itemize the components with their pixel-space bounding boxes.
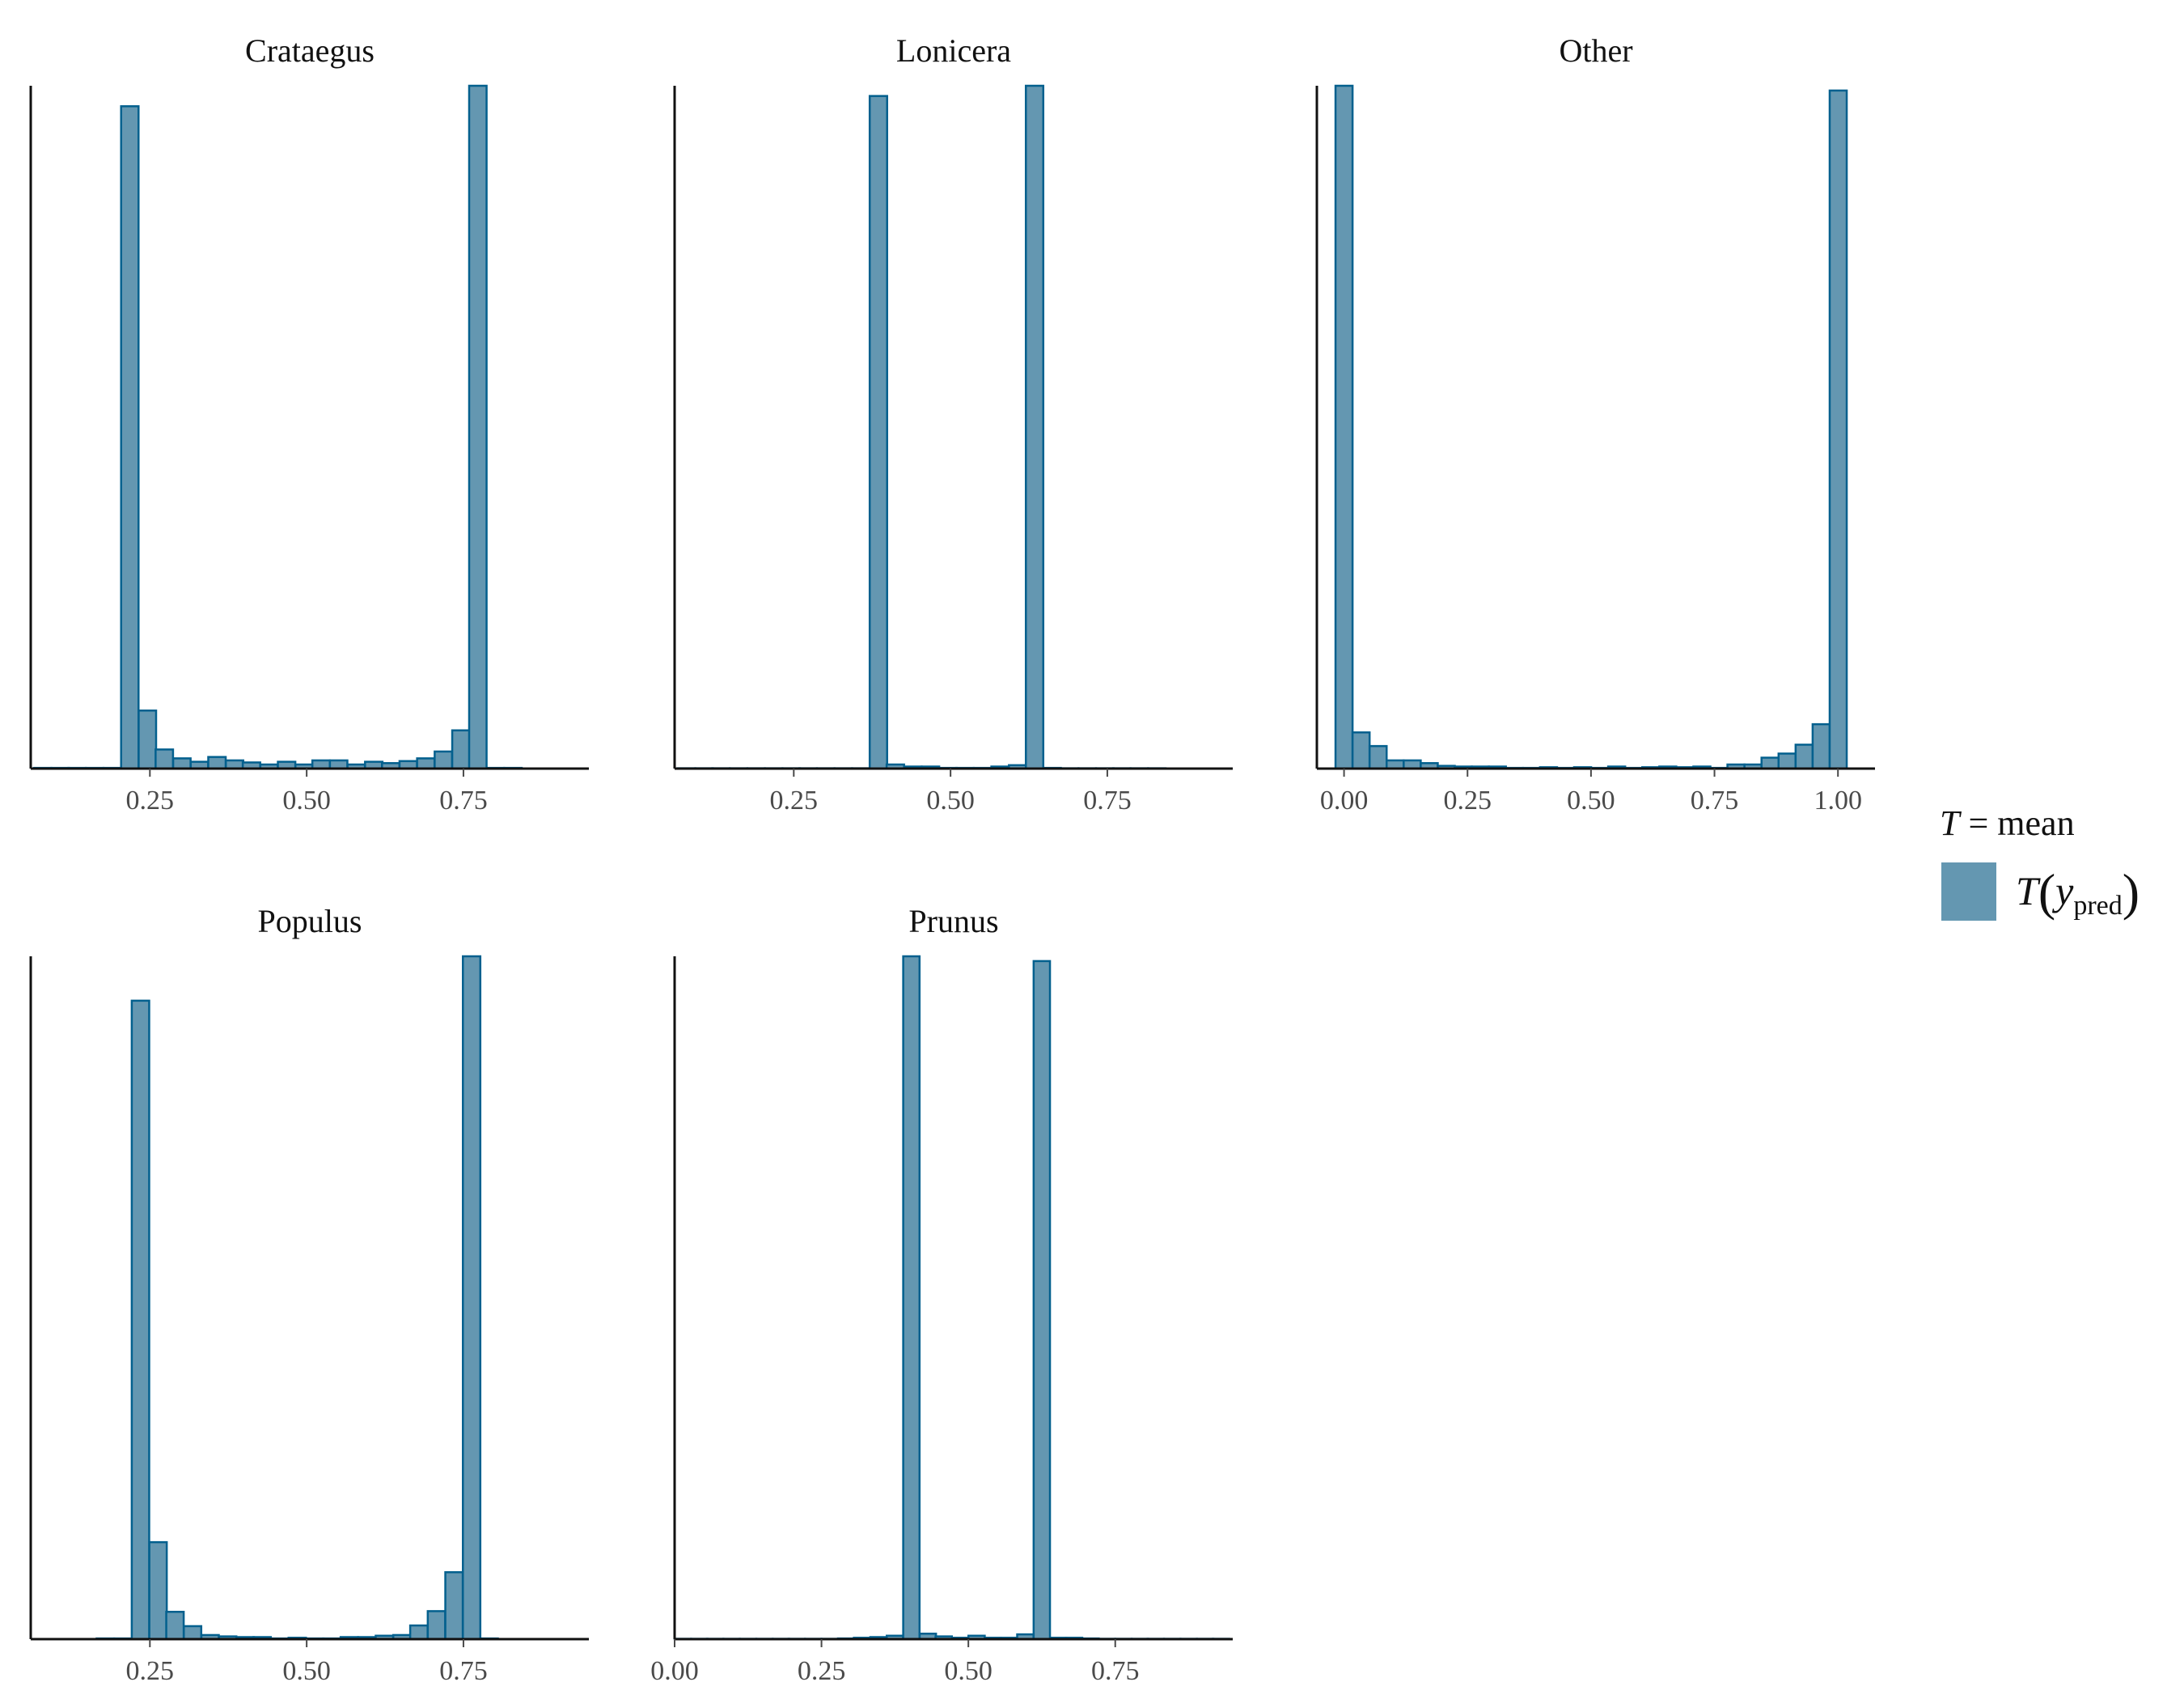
bar-crataegus-23 — [434, 750, 454, 770]
legend-entry-label: T(ypred) — [2016, 863, 2140, 921]
x-tick-label: 0.50 — [282, 786, 331, 816]
bar-crataegus-25 — [468, 84, 488, 770]
facet-populus: 0.25 0.50 0.75 Populus — [29, 903, 589, 1686]
legend-key-swatch — [1941, 862, 1996, 921]
legend-paren-close: ) — [2123, 863, 2140, 921]
x-tick-label: 0.25 — [798, 1656, 846, 1686]
facet-title: Crataegus — [245, 32, 375, 69]
bar-populus-4 — [165, 1610, 185, 1641]
facet-title: Prunus — [908, 903, 998, 939]
bar-populus-20 — [444, 1571, 464, 1641]
x-tick-label: 0.75 — [1691, 786, 1739, 816]
bar-populus-21 — [462, 955, 482, 1641]
bar-crataegus-7 — [154, 748, 175, 770]
facet-crataegus: 0.25 0.50 0.75 Crataegus — [29, 32, 589, 816]
bar-populus-3 — [148, 1540, 168, 1641]
facet-title: Lonicera — [896, 32, 1011, 69]
facet-other: 0.00 0.25 0.50 0.75 1.00 Other — [1315, 32, 1875, 816]
facet-title: Other — [1559, 32, 1632, 69]
facet-prunus: 0.00 0.25 0.50 0.75 Prunus — [650, 903, 1233, 1686]
x-tick-label: 0.00 — [650, 1656, 699, 1686]
bar-lonicera-20 — [1024, 84, 1045, 770]
x-tick-label: 0.50 — [944, 1656, 993, 1686]
bar-crataegus-22 — [416, 757, 436, 770]
x-tick-label: 0.50 — [282, 1656, 331, 1686]
legend-entry-y: y — [2051, 868, 2074, 913]
x-tick-label: 0.25 — [1443, 786, 1492, 816]
bar-crataegus-17 — [328, 759, 349, 770]
bar-crataegus-16 — [311, 759, 331, 770]
legend-title: T = mean — [1940, 803, 2075, 843]
legend-title-symbol: T — [1940, 803, 1962, 843]
bar-crataegus-5 — [120, 105, 140, 770]
bar-populus-5 — [183, 1625, 203, 1641]
x-tick-label: 0.25 — [770, 786, 819, 816]
legend-entry-T: T — [2016, 868, 2041, 913]
bar-crataegus-6 — [138, 710, 158, 770]
x-tick-label: 0.00 — [1320, 786, 1369, 816]
bar-other-1 — [1351, 731, 1371, 770]
x-tick-label: 0.25 — [126, 1656, 175, 1686]
bar-other-28 — [1811, 722, 1831, 770]
bar-other-25 — [1760, 756, 1780, 770]
bar-crataegus-24 — [451, 729, 471, 770]
x-tick-label: 0.50 — [1567, 786, 1615, 816]
bar-populus-19 — [426, 1610, 447, 1641]
bar-prunus-22 — [1032, 960, 1052, 1641]
x-tick-label: 1.00 — [1814, 786, 1862, 816]
bar-lonicera-11 — [868, 95, 888, 770]
bar-prunus-14 — [902, 955, 921, 1641]
x-tick-label: 0.75 — [1083, 786, 1132, 816]
bar-other-2 — [1368, 744, 1388, 770]
bar-other-4 — [1403, 759, 1422, 770]
facet-title: Populus — [258, 903, 362, 939]
legend-paren-open: ( — [2038, 863, 2055, 921]
bar-other-3 — [1386, 759, 1405, 770]
facet-lonicera: 0.25 0.50 0.75 Lonicera — [673, 32, 1233, 816]
x-tick-label: 0.50 — [926, 786, 975, 816]
bar-other-29 — [1828, 89, 1848, 770]
bar-populus-2 — [130, 999, 150, 1641]
bar-other-27 — [1794, 744, 1814, 770]
bar-crataegus-11 — [224, 759, 244, 770]
bar-other-26 — [1777, 752, 1797, 770]
legend-title-text: = mean — [1959, 803, 2074, 843]
x-tick-label: 0.75 — [439, 1656, 488, 1686]
x-tick-label: 0.75 — [1091, 1656, 1140, 1686]
legend-entry-subscript: pred — [2073, 891, 2122, 921]
bar-crataegus-10 — [207, 756, 227, 770]
x-tick-label: 0.25 — [126, 786, 175, 816]
bar-crataegus-8 — [171, 757, 192, 770]
bar-other-0 — [1334, 84, 1354, 770]
x-tick-label: 0.75 — [439, 786, 488, 816]
bar-populus-18 — [408, 1624, 429, 1641]
